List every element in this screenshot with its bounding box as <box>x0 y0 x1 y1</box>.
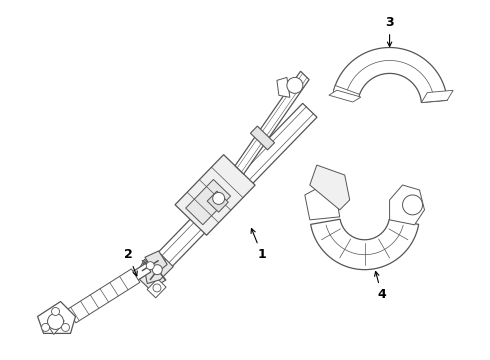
Circle shape <box>51 307 59 315</box>
Polygon shape <box>67 269 140 323</box>
Polygon shape <box>148 103 317 276</box>
Polygon shape <box>143 254 173 284</box>
Circle shape <box>153 284 161 292</box>
Polygon shape <box>310 165 350 210</box>
Polygon shape <box>186 180 231 225</box>
Polygon shape <box>145 251 167 274</box>
Circle shape <box>62 323 70 332</box>
Text: 4: 4 <box>375 271 386 301</box>
Polygon shape <box>235 71 309 174</box>
Polygon shape <box>48 264 151 334</box>
Polygon shape <box>333 86 360 99</box>
Circle shape <box>152 265 162 275</box>
Circle shape <box>147 262 154 270</box>
Text: 3: 3 <box>385 16 394 46</box>
Polygon shape <box>334 48 447 103</box>
Polygon shape <box>48 314 63 334</box>
Polygon shape <box>311 219 418 270</box>
Polygon shape <box>147 279 166 298</box>
Text: 2: 2 <box>124 248 137 276</box>
Polygon shape <box>250 126 274 150</box>
Polygon shape <box>207 191 228 212</box>
Polygon shape <box>277 77 290 97</box>
Circle shape <box>403 195 422 215</box>
Polygon shape <box>390 185 424 225</box>
Text: 1: 1 <box>251 229 267 261</box>
Circle shape <box>213 193 224 204</box>
Polygon shape <box>329 90 361 102</box>
Circle shape <box>287 77 303 93</box>
Circle shape <box>48 314 64 329</box>
Polygon shape <box>305 187 340 220</box>
Circle shape <box>42 323 49 332</box>
Polygon shape <box>421 90 453 103</box>
Polygon shape <box>136 259 166 289</box>
Polygon shape <box>38 302 75 333</box>
Polygon shape <box>175 155 255 235</box>
